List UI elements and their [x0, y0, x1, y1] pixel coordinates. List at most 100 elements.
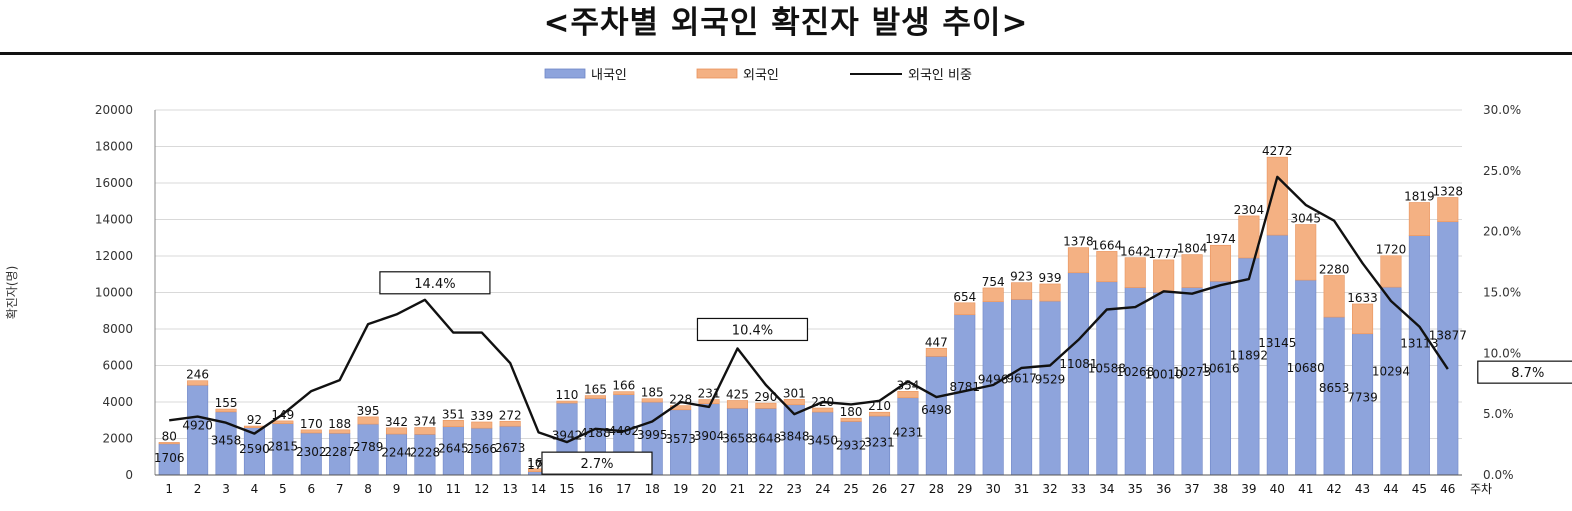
x-tick-label: 30	[986, 482, 1001, 496]
domestic-value-label: 11081	[1059, 357, 1097, 371]
foreign-value-label: 210	[868, 399, 891, 413]
x-tick-label: 25	[843, 482, 858, 496]
bar-domestic	[1238, 257, 1260, 476]
x-tick-label: 5	[279, 482, 287, 496]
x-tick-label: 14	[531, 482, 546, 496]
foreign-value-label: 351	[442, 407, 465, 421]
y-axis-right: 0.0% 5.0% 10.0% 15.0% 20.0% 25.0% 30.0%	[1483, 103, 1521, 482]
callout-label: 14.4%	[414, 277, 455, 292]
domestic-value-label: 3231	[864, 436, 895, 450]
foreign-value-label: 1819	[1404, 189, 1435, 203]
foreign-value-label: 3045	[1290, 212, 1321, 226]
domestic-value-label: 10273	[1173, 365, 1211, 379]
domestic-value-label: 11892	[1230, 349, 1268, 363]
foreign-value-label: 342	[385, 415, 408, 429]
y-axis-left: 0 2000 4000 6000 8000 10000 12000 14000 16000 180…	[5, 103, 133, 482]
legend-item: 외국인 비중	[850, 68, 972, 83]
bar-foreign	[1181, 254, 1203, 288]
bar-foreign	[499, 420, 521, 427]
legend-swatch	[696, 68, 738, 79]
y2-tick-label: 30.0%	[1483, 103, 1521, 117]
x-tick-label: 15	[559, 482, 574, 496]
chart-title: <주차별 외국인 확진자 발생 추이>	[543, 5, 1029, 41]
domestic-value-label: 2932	[836, 439, 867, 453]
foreign-value-label: 165	[584, 383, 607, 397]
foreign-value-label: 2304	[1234, 203, 1265, 217]
x-tick-label: 23	[787, 482, 802, 496]
foreign-value-label: 228	[669, 393, 692, 407]
ratio-callout: 2.7%	[541, 451, 653, 475]
x-tick-label: 22	[758, 482, 773, 496]
y-tick-label: 8000	[102, 322, 133, 336]
bar-foreign	[158, 442, 180, 445]
foreign-value-label: 395	[357, 404, 380, 418]
domestic-value-label: 2590	[239, 442, 270, 456]
domestic-value-label: 3458	[211, 433, 242, 447]
bar-foreign	[556, 400, 578, 404]
domestic-value-label: 9529	[1035, 372, 1066, 386]
domestic-value-label: 13145	[1258, 336, 1296, 350]
bar-foreign	[1352, 303, 1374, 335]
bar-foreign	[1323, 275, 1345, 318]
bar-domestic	[1380, 286, 1402, 476]
foreign-value-label: 170	[300, 417, 323, 431]
domestic-value-label: 2302	[296, 445, 327, 459]
bar-foreign	[982, 287, 1004, 302]
x-tick-label: 34	[1099, 482, 1114, 496]
x-tick-label: 43	[1355, 482, 1370, 496]
x-tick-label: 10	[417, 482, 432, 496]
bar-foreign	[755, 402, 777, 409]
bar-foreign	[385, 427, 408, 435]
x-tick-label: 17	[616, 482, 631, 496]
x-tick-label: 42	[1327, 482, 1342, 496]
domestic-value-label: 10616	[1201, 361, 1239, 375]
foreign-value-label: 1777	[1148, 247, 1179, 261]
x-tick-label: 29	[957, 482, 972, 496]
domestic-value-label: 8653	[1319, 381, 1350, 395]
foreign-value-label: 155	[215, 396, 238, 410]
foreign-value-label: 425	[726, 387, 749, 401]
bar-foreign	[840, 417, 862, 422]
bar-foreign	[1380, 255, 1402, 288]
foreign-value-label: 290	[754, 390, 777, 404]
x-tick-label: 1	[165, 482, 173, 496]
x-tick-label: 37	[1184, 482, 1199, 496]
foreign-value-label: 166	[612, 379, 635, 393]
domestic-value-label: 10680	[1287, 361, 1325, 375]
ratio-callout: 14.4%	[379, 271, 491, 295]
bar-domestic	[1408, 235, 1430, 476]
x-tick-label: 31	[1014, 482, 1029, 496]
y-tick-label: 0	[125, 468, 133, 482]
x-tick-label: 39	[1241, 482, 1256, 496]
bar-foreign	[1039, 283, 1061, 302]
bar-foreign	[414, 427, 436, 435]
x-tick-label: 12	[474, 482, 489, 496]
bar-domestic	[1266, 234, 1288, 476]
y-tick-label: 10000	[95, 286, 133, 300]
foreign-value-label: 188	[328, 417, 351, 431]
domestic-value-label: 9617	[1006, 371, 1037, 385]
domestic-value-label: 2566	[466, 442, 497, 456]
foreign-value-label: 1378	[1063, 235, 1094, 249]
x-tick-label: 4	[251, 482, 259, 496]
foreign-value-label: 80	[162, 429, 177, 443]
domestic-value-label: 6498	[921, 403, 952, 417]
x-tick-label: 38	[1213, 482, 1228, 496]
bar-foreign	[613, 391, 635, 395]
bar-foreign	[442, 420, 464, 428]
y2-tick-label: 10.0%	[1483, 346, 1521, 360]
bar-foreign	[187, 380, 209, 386]
x-tick-label: 33	[1071, 482, 1086, 496]
x-tick-label: 21	[730, 482, 745, 496]
foreign-value-label: 354	[896, 378, 919, 392]
foreign-value-label: 939	[1039, 271, 1062, 285]
domestic-value-label: 3848	[779, 429, 810, 443]
bar-foreign	[1437, 197, 1459, 223]
domestic-value-label: 3648	[751, 431, 782, 445]
bar-foreign	[584, 395, 606, 399]
foreign-value-label: 149	[271, 408, 294, 422]
foreign-value-label: 220	[811, 395, 834, 409]
bar-foreign	[1295, 224, 1317, 281]
y-tick-label: 2000	[102, 432, 133, 446]
